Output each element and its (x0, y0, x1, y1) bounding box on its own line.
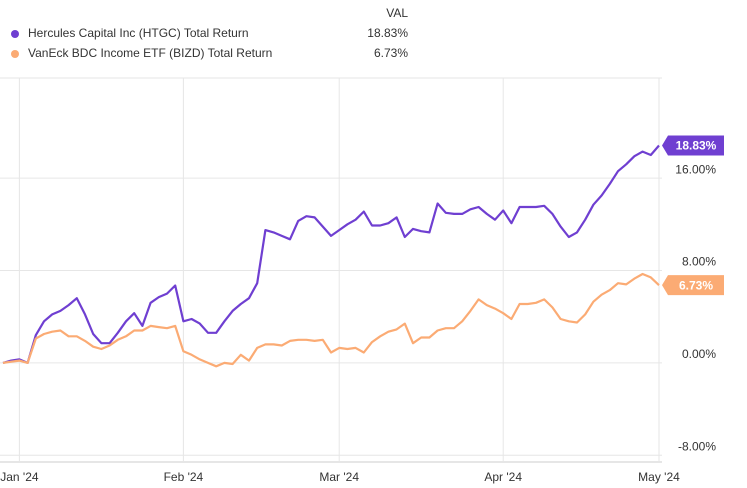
legend-value: 18.83% (367, 26, 408, 40)
legend-label: Hercules Capital Inc (HTGC) Total Return (28, 26, 249, 40)
legend-value: 6.73% (374, 46, 408, 60)
y-tick-label: 8.00% (682, 255, 716, 269)
end-label: 6.73% (679, 278, 713, 292)
y-tick-label: -8.00% (678, 439, 716, 453)
legend-header: VAL (386, 6, 408, 20)
x-tick-label: Feb '24 (164, 470, 204, 484)
x-tick-label: May '24 (638, 470, 680, 484)
end-label-tag (662, 275, 724, 296)
series-line (2, 272, 660, 368)
series-line (2, 144, 660, 364)
x-tick-label: Apr '24 (484, 470, 522, 484)
legend-marker (11, 50, 19, 58)
legend-marker (11, 30, 19, 38)
end-label-tag (662, 135, 724, 156)
x-tick-label: Jan '24 (0, 470, 39, 484)
y-tick-label: 0.00% (682, 347, 716, 361)
y-tick-label: 16.00% (675, 162, 716, 176)
end-label: 18.83% (676, 139, 717, 153)
x-tick-label: Mar '24 (319, 470, 359, 484)
legend-label: VanEck BDC Income ETF (BIZD) Total Retur… (28, 46, 272, 60)
